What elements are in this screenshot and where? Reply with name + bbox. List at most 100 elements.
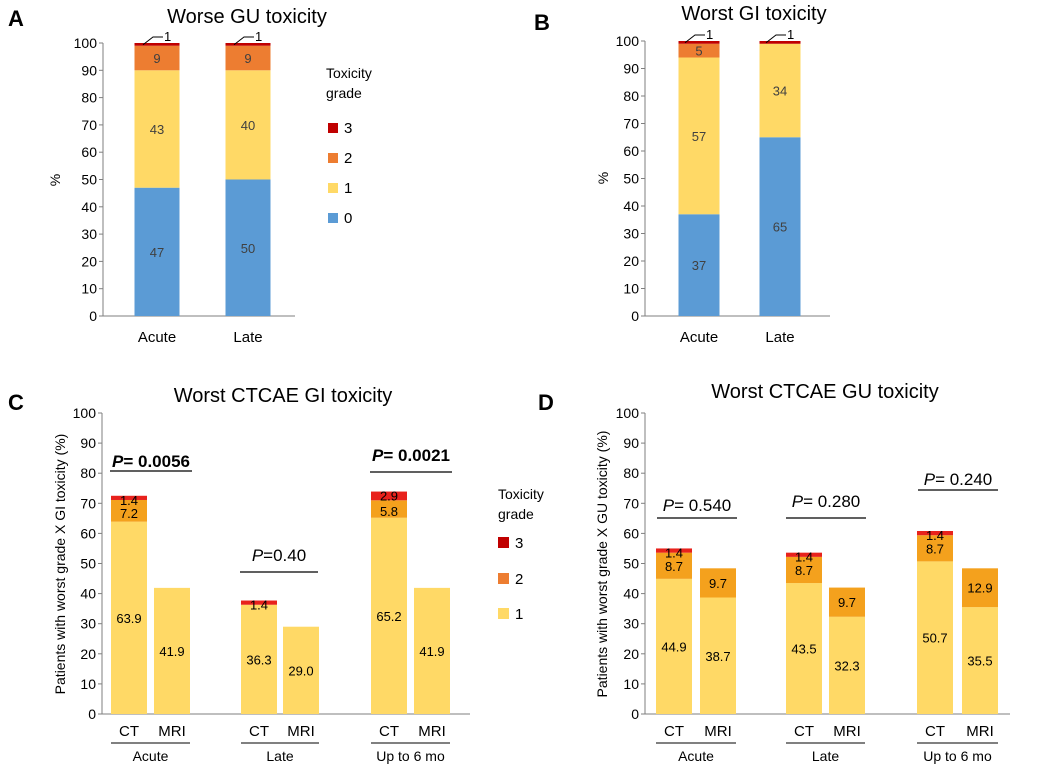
bar-segment-grade-1 bbox=[241, 604, 277, 714]
data-label: 34 bbox=[773, 84, 787, 99]
data-label: 41.9 bbox=[419, 644, 444, 659]
data-label: 44.9 bbox=[661, 639, 686, 654]
y-tick-label: 70 bbox=[623, 116, 639, 132]
bar-segment-grade-3 bbox=[917, 530, 953, 536]
x-tick-label: CT bbox=[249, 723, 269, 740]
y-tick-label: 50 bbox=[623, 171, 639, 187]
y-tick-label: 20 bbox=[623, 253, 639, 269]
chart-title: Worst CTCAE GU toxicity bbox=[711, 381, 938, 403]
data-label: 1 bbox=[255, 29, 262, 44]
y-tick-label: 90 bbox=[81, 62, 97, 78]
data-label: 9.7 bbox=[709, 576, 727, 591]
y-tick-label: 100 bbox=[74, 35, 98, 51]
y-tick-label: 10 bbox=[81, 281, 97, 297]
panel-letter-c: C bbox=[8, 390, 24, 415]
group-label: Up to 6 mo bbox=[923, 748, 992, 764]
data-label: 65 bbox=[773, 220, 787, 235]
data-label: 1.4 bbox=[250, 598, 268, 613]
legend-label-grade-1: 1 bbox=[515, 606, 523, 623]
bar-segment-grade-2 bbox=[917, 535, 953, 562]
x-tick-label: MRI bbox=[287, 723, 315, 740]
legend-label-grade-0: 0 bbox=[344, 210, 352, 227]
bar-segment-grade-3 bbox=[678, 41, 720, 44]
leader-line bbox=[765, 34, 786, 44]
y-tick-label: 80 bbox=[623, 88, 639, 104]
y-tick-label: 50 bbox=[81, 172, 97, 188]
y-tick-label: 0 bbox=[631, 308, 639, 324]
y-tick-label: 90 bbox=[623, 61, 639, 77]
x-tick-label: MRI bbox=[158, 723, 186, 740]
x-tick-label: Acute bbox=[138, 329, 176, 346]
x-tick-label: MRI bbox=[704, 723, 732, 740]
y-tick-label: 40 bbox=[623, 586, 639, 602]
x-tick-label: CT bbox=[379, 723, 399, 740]
legend-label-grade-3: 3 bbox=[515, 535, 523, 552]
data-label: 1 bbox=[787, 27, 794, 42]
legend: Toxicity grade 3 2 1 0 bbox=[326, 65, 372, 227]
y-tick-label: 10 bbox=[623, 676, 639, 692]
p-value: P= 0.280 bbox=[792, 492, 861, 511]
y-tick-label: 70 bbox=[80, 495, 96, 511]
panel-d-chart: Worst CTCAE GU toxicity Patients with wo… bbox=[594, 381, 1010, 764]
legend-title-line-2: grade bbox=[326, 85, 362, 101]
group-label: Up to 6 mo bbox=[376, 748, 445, 764]
bar-segment-grade-2 bbox=[134, 45, 180, 71]
bar-segment-grade-2 bbox=[962, 568, 998, 608]
bar-segment-grade-2 bbox=[225, 45, 271, 71]
bar-segment-grade-1 bbox=[962, 607, 998, 714]
y-tick-label: 30 bbox=[81, 226, 97, 242]
data-label: 7.2 bbox=[120, 506, 138, 521]
legend-swatch-grade-0 bbox=[328, 213, 338, 223]
legend-swatch-grade-1 bbox=[328, 183, 338, 193]
legend-title-line-2: grade bbox=[498, 506, 534, 522]
panel-c-chart: Worst CTCAE GI toxicity Patients with wo… bbox=[52, 385, 544, 764]
legend-label-grade-2: 2 bbox=[344, 150, 352, 167]
data-label: 9.7 bbox=[838, 595, 856, 610]
panel-letter-a: A bbox=[8, 6, 24, 31]
data-label: 5 bbox=[695, 44, 702, 59]
bar-segment-grade-1 bbox=[786, 583, 822, 714]
data-label: 65.2 bbox=[376, 609, 401, 624]
bar-segment-grade-1 bbox=[154, 587, 190, 714]
data-label: 41.9 bbox=[159, 644, 184, 659]
bar-segment-grade-1 bbox=[225, 70, 271, 180]
data-label: 1.4 bbox=[120, 493, 138, 508]
p-value: P= 0.540 bbox=[663, 496, 732, 515]
p-value: P= 0.0021 bbox=[372, 446, 450, 465]
bar-segment-grade-1 bbox=[917, 561, 953, 714]
data-label: 1.4 bbox=[665, 545, 683, 560]
legend-swatch-grade-2 bbox=[328, 153, 338, 163]
data-label: 50.7 bbox=[922, 631, 947, 646]
bar-segment-grade-3 bbox=[371, 491, 407, 501]
bar-segment-grade-1 bbox=[656, 578, 692, 714]
data-label: 37 bbox=[692, 258, 706, 273]
y-tick-label: 50 bbox=[80, 556, 96, 572]
bar-segment-grade-3 bbox=[225, 43, 271, 46]
legend-title-line-1: Toxicity bbox=[326, 65, 372, 81]
legend-swatch-grade-1 bbox=[498, 608, 509, 619]
data-label: 5.8 bbox=[380, 504, 398, 519]
y-tick-label: 10 bbox=[623, 281, 639, 297]
y-tick-label: 50 bbox=[623, 556, 639, 572]
data-label: 43 bbox=[150, 122, 164, 137]
y-tick-label: 90 bbox=[80, 435, 96, 451]
y-axis-label: % bbox=[47, 174, 63, 186]
bar-segment-grade-0 bbox=[759, 137, 801, 316]
data-label: 38.7 bbox=[705, 649, 730, 664]
y-tick-label: 0 bbox=[631, 706, 639, 722]
bar-segment-grade-2 bbox=[678, 43, 720, 58]
legend-swatch-grade-2 bbox=[498, 573, 509, 584]
plot-area: 0102030405060708090100375751Acute65341La… bbox=[616, 27, 830, 346]
plot-area: 010203040506070809010063.97.21.4CT41.9MR… bbox=[73, 405, 470, 764]
y-tick-label: 100 bbox=[616, 33, 640, 49]
x-tick-label: CT bbox=[925, 723, 945, 740]
y-tick-label: 0 bbox=[88, 706, 96, 722]
y-tick-label: 60 bbox=[623, 525, 639, 541]
data-label: 2.9 bbox=[380, 489, 398, 504]
bar-segment-grade-2 bbox=[700, 568, 736, 598]
y-tick-label: 40 bbox=[81, 199, 97, 215]
bar-segment-grade-1 bbox=[829, 616, 865, 714]
bar-segment-grade-1 bbox=[134, 70, 180, 188]
bar-segment-grade-0 bbox=[134, 187, 180, 316]
